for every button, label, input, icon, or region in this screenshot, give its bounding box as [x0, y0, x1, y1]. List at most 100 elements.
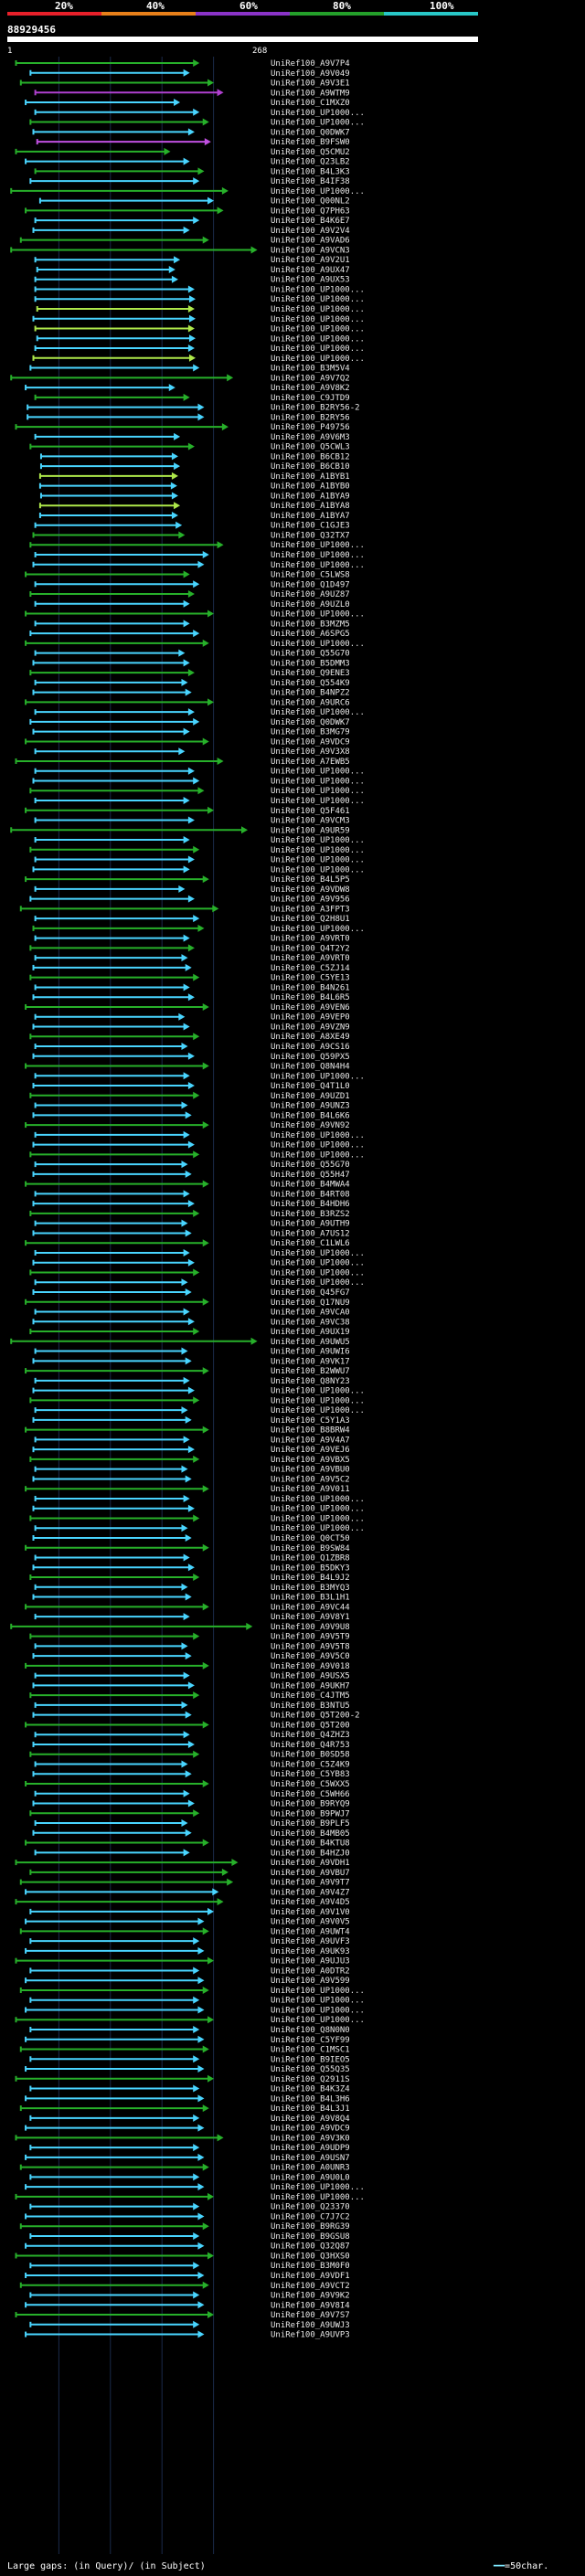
hit-label[interactable]: UniRef100_UP1000... [271, 1259, 365, 1268]
hit-label[interactable]: UniRef100_UP1000... [271, 541, 365, 550]
hit-row[interactable]: UniRef100_B9PLF5 [34, 1819, 350, 1829]
hit-row[interactable]: UniRef100_Q55Q35 [25, 2065, 350, 2074]
hit-row[interactable]: UniRef100_A9V2U1 [34, 256, 350, 265]
hit-row[interactable]: UniRef100_A9V5T8 [34, 1642, 350, 1651]
hit-label[interactable]: UniRef100_A0DTR2 [271, 1966, 350, 1976]
hit-label[interactable]: UniRef100_A9V0V5 [271, 1918, 350, 1927]
hit-label[interactable]: UniRef100_UP1000... [271, 2183, 365, 2192]
hit-row[interactable]: UniRef100_B4L3K3 [34, 167, 350, 176]
hit-row[interactable]: UniRef100_B4L5P5 [25, 875, 350, 885]
hit-label[interactable]: UniRef100_UP1000... [271, 2006, 365, 2015]
hit-row[interactable]: UniRef100_B9GSU8 [29, 2231, 350, 2242]
hit-label[interactable]: UniRef100_UP1000... [271, 797, 365, 806]
hit-label[interactable]: UniRef100_B3NTU5 [271, 1701, 350, 1711]
hit-label[interactable]: UniRef100_UP1000... [271, 109, 365, 118]
hit-row[interactable]: UniRef100_Q0DWK7 [32, 128, 350, 137]
hit-label[interactable]: UniRef100_Q2H8U1 [271, 915, 350, 924]
hit-label[interactable]: UniRef100_B6CB10 [271, 462, 350, 472]
hit-row[interactable]: UniRef100_Q4R753 [32, 1740, 350, 1750]
hit-row[interactable]: UniRef100_UP1000... [32, 314, 365, 324]
hit-label[interactable]: UniRef100_UP1000... [271, 708, 365, 717]
hit-label[interactable]: UniRef100_A9UWJ3 [271, 2321, 350, 2330]
hit-label[interactable]: UniRef100_B9SW84 [271, 1544, 350, 1553]
hit-row[interactable]: UniRef100_A9VZN9 [32, 1023, 350, 1032]
hit-label[interactable]: UniRef100_Q5T200-2 [271, 1712, 360, 1721]
hit-row[interactable]: UniRef100_A9WTM9 [34, 89, 350, 98]
hit-label[interactable]: UniRef100_A9V8K2 [271, 384, 350, 393]
hit-row[interactable]: UniRef100_A9UWU5 [10, 1337, 350, 1347]
hit-label[interactable]: UniRef100_UP1000... [271, 865, 365, 875]
hit-row[interactable]: UniRef100_UP1000... [32, 1386, 365, 1396]
hit-row[interactable]: UniRef100_A1BYA8 [38, 502, 350, 511]
hit-row[interactable]: UniRef100_UP1000... [32, 560, 365, 570]
hit-label[interactable]: UniRef100_A9V956 [271, 896, 350, 905]
hit-row[interactable]: UniRef100_UP1000... [34, 285, 365, 294]
hit-row[interactable]: UniRef100_B4N261 [34, 983, 350, 992]
hit-label[interactable]: UniRef100_UP1000... [271, 1396, 365, 1405]
hit-label[interactable]: UniRef100_A9CS16 [271, 1043, 350, 1052]
hit-label[interactable]: UniRef100_B3M5V4 [271, 365, 350, 374]
hit-row[interactable]: UniRef100_A0DTR2 [29, 1966, 350, 1976]
hit-label[interactable]: UniRef100_B5DKY3 [271, 1564, 350, 1573]
hit-row[interactable]: UniRef100_UP1000... [15, 2016, 365, 2025]
hit-row[interactable]: UniRef100_UP1000... [32, 1504, 365, 1514]
hit-label[interactable]: UniRef100_A6SPG5 [271, 630, 350, 639]
hit-row[interactable]: UniRef100_UP1000... [29, 1996, 365, 2006]
hit-label[interactable]: UniRef100_A1BYA8 [271, 502, 350, 511]
hit-row[interactable]: UniRef100_B4K3Z4 [29, 2084, 350, 2094]
hit-label[interactable]: UniRef100_UP1000... [271, 1997, 365, 2006]
hit-row[interactable]: UniRef100_C1MSC1 [19, 2045, 350, 2055]
hit-row[interactable]: UniRef100_B4L6K6 [32, 1111, 350, 1120]
hit-label[interactable]: UniRef100_A9UWU5 [271, 1338, 350, 1347]
hit-label[interactable]: UniRef100_UP1000... [271, 1495, 365, 1504]
hit-label[interactable]: UniRef100_UP1000... [271, 1987, 365, 1996]
hit-label[interactable]: UniRef100_C1MXZ0 [271, 99, 350, 108]
hit-label[interactable]: UniRef100_C1GJE3 [271, 522, 350, 531]
hit-row[interactable]: UniRef100_A9UR59 [10, 826, 350, 835]
hit-row[interactable]: UniRef100_UP1000... [32, 924, 365, 934]
hit-label[interactable]: UniRef100_C7J7C2 [271, 2212, 350, 2221]
hit-row[interactable]: UniRef100_A9VC44 [25, 1603, 350, 1612]
hit-label[interactable]: UniRef100_C5Y1A3 [271, 1416, 350, 1426]
hit-label[interactable]: UniRef100_B8BRW4 [271, 1426, 350, 1436]
hit-row[interactable]: UniRef100_A9V011 [25, 1485, 350, 1494]
hit-label[interactable]: UniRef100_A9USX5 [271, 1672, 350, 1681]
hit-label[interactable]: UniRef100_B4RT08 [271, 1190, 350, 1199]
hit-label[interactable]: UniRef100_A9V9K2 [271, 2292, 350, 2301]
hit-row[interactable]: UniRef100_UP1000... [29, 845, 365, 855]
hit-row[interactable]: UniRef100_A9V5T9 [29, 1632, 350, 1642]
hit-row[interactable]: UniRef100_Q5F461 [25, 806, 350, 816]
hit-label[interactable]: UniRef100_B3MZM5 [271, 620, 350, 629]
hit-row[interactable]: UniRef100_B4IF38 [29, 177, 350, 186]
hit-label[interactable]: UniRef100_A9V4Z7 [271, 1888, 350, 1897]
hit-label[interactable]: UniRef100_B4NPZ2 [271, 689, 350, 698]
hit-row[interactable]: UniRef100_A9U0L0 [29, 2173, 350, 2182]
hit-row[interactable]: UniRef100_A7US12 [32, 1229, 350, 1238]
hit-label[interactable]: UniRef100_C5YF99 [271, 2036, 350, 2045]
hit-label[interactable]: UniRef100_B4L5P5 [271, 875, 350, 885]
hit-row[interactable]: UniRef100_A9UK93 [25, 1946, 350, 1956]
hit-label[interactable]: UniRef100_Q4ZHZ3 [271, 1731, 350, 1740]
hit-label[interactable]: UniRef100_A9V9T7 [271, 1879, 350, 1888]
hit-label[interactable]: UniRef100_A9V8Q4 [271, 2115, 350, 2124]
hit-label[interactable]: UniRef100_A9UWI6 [271, 1348, 350, 1357]
hit-label[interactable]: UniRef100_A1BYB0 [271, 482, 350, 492]
hit-row[interactable]: UniRef100_A9UDP9 [29, 2144, 350, 2153]
hit-label[interactable]: UniRef100_B4L3H6 [271, 2094, 350, 2104]
hit-label[interactable]: UniRef100_UP1000... [271, 787, 365, 796]
hit-label[interactable]: UniRef100_A9VN92 [271, 1121, 350, 1130]
hit-row[interactable]: UniRef100_UP1000... [32, 865, 365, 875]
hit-row[interactable]: UniRef100_A9V8I4 [25, 2301, 350, 2310]
hit-label[interactable]: UniRef100_A0UNR3 [271, 2164, 350, 2173]
hit-label[interactable]: UniRef100_UP1000... [271, 1141, 365, 1150]
hit-label[interactable]: UniRef100_Q5T200 [271, 1721, 350, 1730]
hit-label[interactable]: UniRef100_C5YE13 [271, 974, 350, 983]
hit-row[interactable]: UniRef100_Q32Q87 [25, 2242, 350, 2252]
hit-label[interactable]: UniRef100_A9V8I4 [271, 2301, 350, 2310]
hit-label[interactable]: UniRef100_A9UX47 [271, 266, 350, 275]
hit-label[interactable]: UniRef100_A9U0L0 [271, 2173, 350, 2182]
hit-row[interactable]: UniRef100_A9UJU3 [15, 1956, 350, 1966]
hit-row[interactable]: UniRef100_Q55G70 [34, 1161, 350, 1170]
hit-label[interactable]: UniRef100_Q55G70 [271, 650, 350, 659]
hit-label[interactable]: UniRef100_B9PLF5 [271, 1819, 350, 1829]
